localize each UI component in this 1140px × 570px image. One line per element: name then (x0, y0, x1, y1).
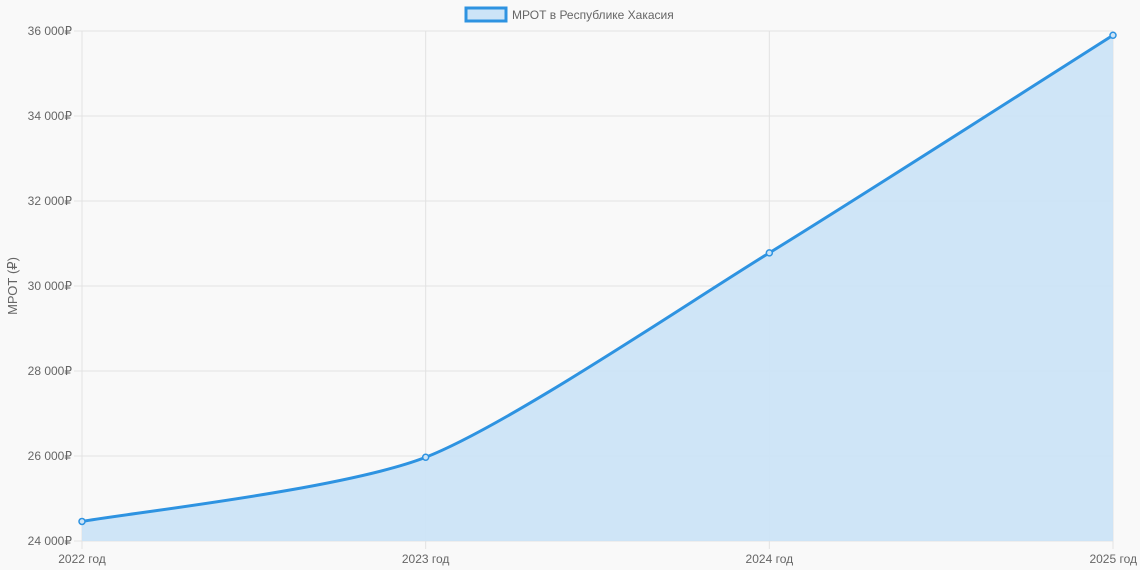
y-axis-title: МРОТ (₽) (5, 257, 20, 315)
y-tick-label: 32 000₽ (28, 194, 73, 208)
legend[interactable]: МРОТ в Республике Хакасия (464, 6, 674, 23)
y-tick-label: 36 000₽ (28, 24, 73, 38)
series-area-layer (82, 35, 1113, 541)
x-tick-label: 2025 год (1089, 552, 1137, 566)
series-line (80, 33, 1115, 523)
legend-label[interactable]: МРОТ в Республике Хакасия (512, 8, 674, 22)
y-tick-label: 34 000₽ (28, 109, 73, 123)
x-tick-label: 2024 год (746, 552, 794, 566)
data-point[interactable] (421, 453, 430, 462)
x-tick-label: 2022 год (58, 552, 106, 566)
y-tick-label: 24 000₽ (28, 534, 73, 548)
series-area (82, 35, 1113, 541)
x-tick-label: 2023 год (402, 552, 450, 566)
data-points (78, 31, 1117, 526)
y-tick-label: 26 000₽ (28, 449, 73, 463)
y-axis-ticks: 24 000₽ 26 000₽ 28 000₽ 30 000₽ 32 000₽ 34 00… (28, 24, 73, 548)
data-point[interactable] (78, 517, 86, 526)
data-point[interactable] (1109, 31, 1117, 39)
y-tick-label: 30 000₽ (28, 279, 73, 293)
series-line-layer (80, 33, 1115, 523)
x-axis-ticks: 2022 год 2023 год 2024 год 2025 год (58, 552, 1137, 566)
y-tick-label: 28 000₽ (28, 364, 73, 378)
data-point[interactable] (765, 249, 774, 257)
legend-swatch[interactable] (464, 6, 508, 23)
